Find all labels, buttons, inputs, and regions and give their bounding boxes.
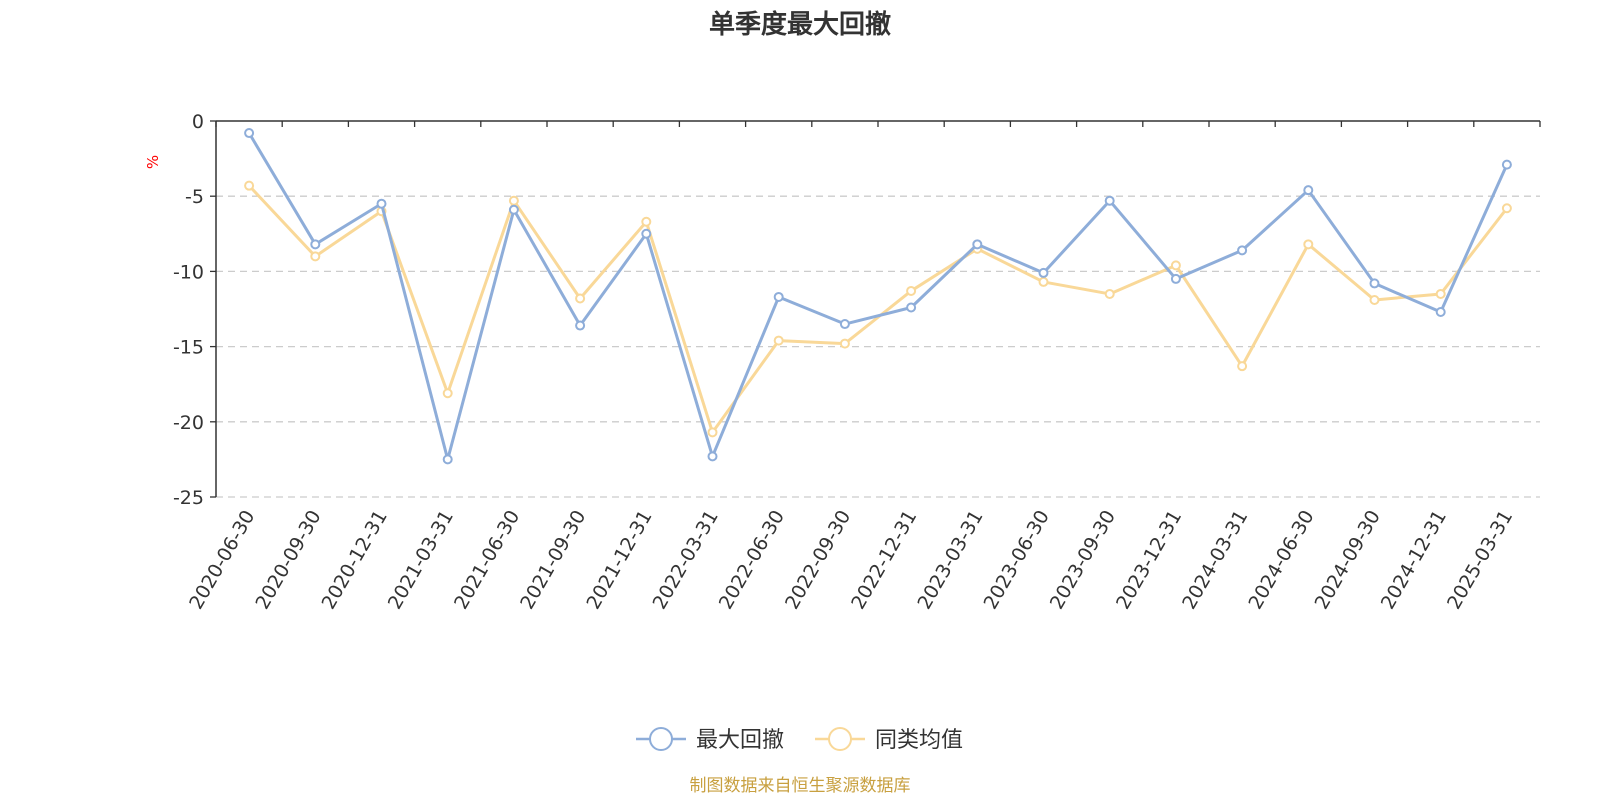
x-tick-label: 2020-12-31: [318, 507, 392, 614]
x-tick-label: 2022-12-31: [847, 507, 921, 614]
series-最大回撤: [244, 128, 1512, 465]
x-tick-label: 2023-06-30: [980, 507, 1054, 614]
data-point[interactable]: [641, 228, 652, 239]
x-tick-label: 2022-09-30: [781, 507, 855, 614]
data-point[interactable]: [1038, 267, 1049, 278]
data-point[interactable]: [906, 302, 917, 313]
x-tick-label: 2021-03-31: [384, 507, 458, 614]
data-point[interactable]: [1170, 273, 1181, 284]
x-tick-label: 2023-12-31: [1112, 507, 1186, 614]
x-tick-label: 2020-06-30: [185, 507, 259, 614]
series-同类均值: [244, 180, 1512, 438]
x-tick-label: 2024-09-30: [1311, 507, 1385, 614]
y-tick-label: -15: [173, 337, 204, 359]
legend[interactable]: 最大回撤 同类均值: [636, 727, 963, 753]
data-point[interactable]: [1170, 260, 1181, 271]
x-tick-label: 2023-03-31: [913, 507, 987, 614]
series-line: [248, 184, 1509, 434]
chart-title: 单季度最大回撤: [709, 9, 891, 40]
data-point[interactable]: [1369, 278, 1380, 289]
x-tick-label: 2024-06-30: [1244, 507, 1318, 614]
data-point[interactable]: [1501, 203, 1512, 214]
data-point[interactable]: [244, 180, 255, 191]
y-axis-unit: %: [144, 155, 162, 169]
y-tick-label: -25: [173, 487, 204, 509]
legend-label: 同类均值: [875, 728, 963, 753]
legend-label: 最大回撤: [696, 728, 784, 753]
data-point[interactable]: [1435, 288, 1446, 299]
data-point[interactable]: [575, 293, 586, 304]
data-point[interactable]: [442, 454, 453, 465]
data-point[interactable]: [641, 216, 652, 227]
data-point[interactable]: [1303, 185, 1314, 196]
y-tick-label: 0: [192, 111, 204, 133]
x-tick-label: 2021-09-30: [516, 507, 590, 614]
legend-item[interactable]: 同类均值: [815, 727, 963, 753]
y-tick-label: -5: [185, 186, 204, 208]
data-point[interactable]: [972, 239, 983, 250]
x-tick-label: 2022-06-30: [715, 507, 789, 614]
x-tick-label: 2024-12-31: [1377, 507, 1451, 614]
data-point[interactable]: [575, 320, 586, 331]
legend-marker: [828, 727, 852, 751]
data-point[interactable]: [310, 251, 321, 262]
data-point[interactable]: [839, 319, 850, 330]
data-source-note: 制图数据来自恒生聚源数据库: [690, 776, 911, 796]
data-point[interactable]: [1369, 294, 1380, 305]
data-point[interactable]: [1237, 245, 1248, 256]
data-point[interactable]: [1237, 361, 1248, 372]
data-point[interactable]: [839, 338, 850, 349]
data-point[interactable]: [1435, 307, 1446, 318]
data-point[interactable]: [244, 128, 255, 139]
x-tick-label: 2022-03-31: [649, 507, 723, 614]
data-point[interactable]: [508, 204, 519, 215]
x-tick-label: 2021-12-31: [582, 507, 656, 614]
x-tick-label: 2025-03-31: [1443, 507, 1517, 614]
grid-lines: [216, 195, 1540, 498]
x-tick-label: 2024-03-31: [1178, 507, 1252, 614]
axes: 0 -5 -10 -15 -20 -252020-06-302020-09-302020-…: [173, 111, 1541, 614]
data-point[interactable]: [906, 285, 917, 296]
x-tick-label: 2023-09-30: [1046, 507, 1120, 614]
series-line: [247, 132, 1509, 461]
data-point[interactable]: [1501, 159, 1512, 170]
data-point[interactable]: [1038, 276, 1049, 287]
data-point[interactable]: [707, 451, 718, 462]
data-point[interactable]: [508, 195, 519, 206]
y-tick-label: -10: [173, 261, 204, 283]
data-point[interactable]: [773, 291, 784, 302]
legend-marker: [649, 727, 673, 751]
data-point[interactable]: [310, 239, 321, 250]
x-tick-label: 2021-06-30: [450, 507, 524, 614]
series-layer: [244, 128, 1512, 465]
data-point[interactable]: [442, 388, 453, 399]
data-point[interactable]: [773, 335, 784, 346]
x-tick-label: 2020-09-30: [251, 507, 325, 614]
data-point[interactable]: [707, 427, 718, 438]
data-point[interactable]: [376, 198, 387, 209]
data-point[interactable]: [1104, 195, 1115, 206]
legend-item[interactable]: 最大回撤: [636, 727, 784, 753]
data-point[interactable]: [1303, 239, 1314, 250]
y-tick-label: -20: [173, 412, 204, 434]
data-point[interactable]: [1104, 288, 1115, 299]
